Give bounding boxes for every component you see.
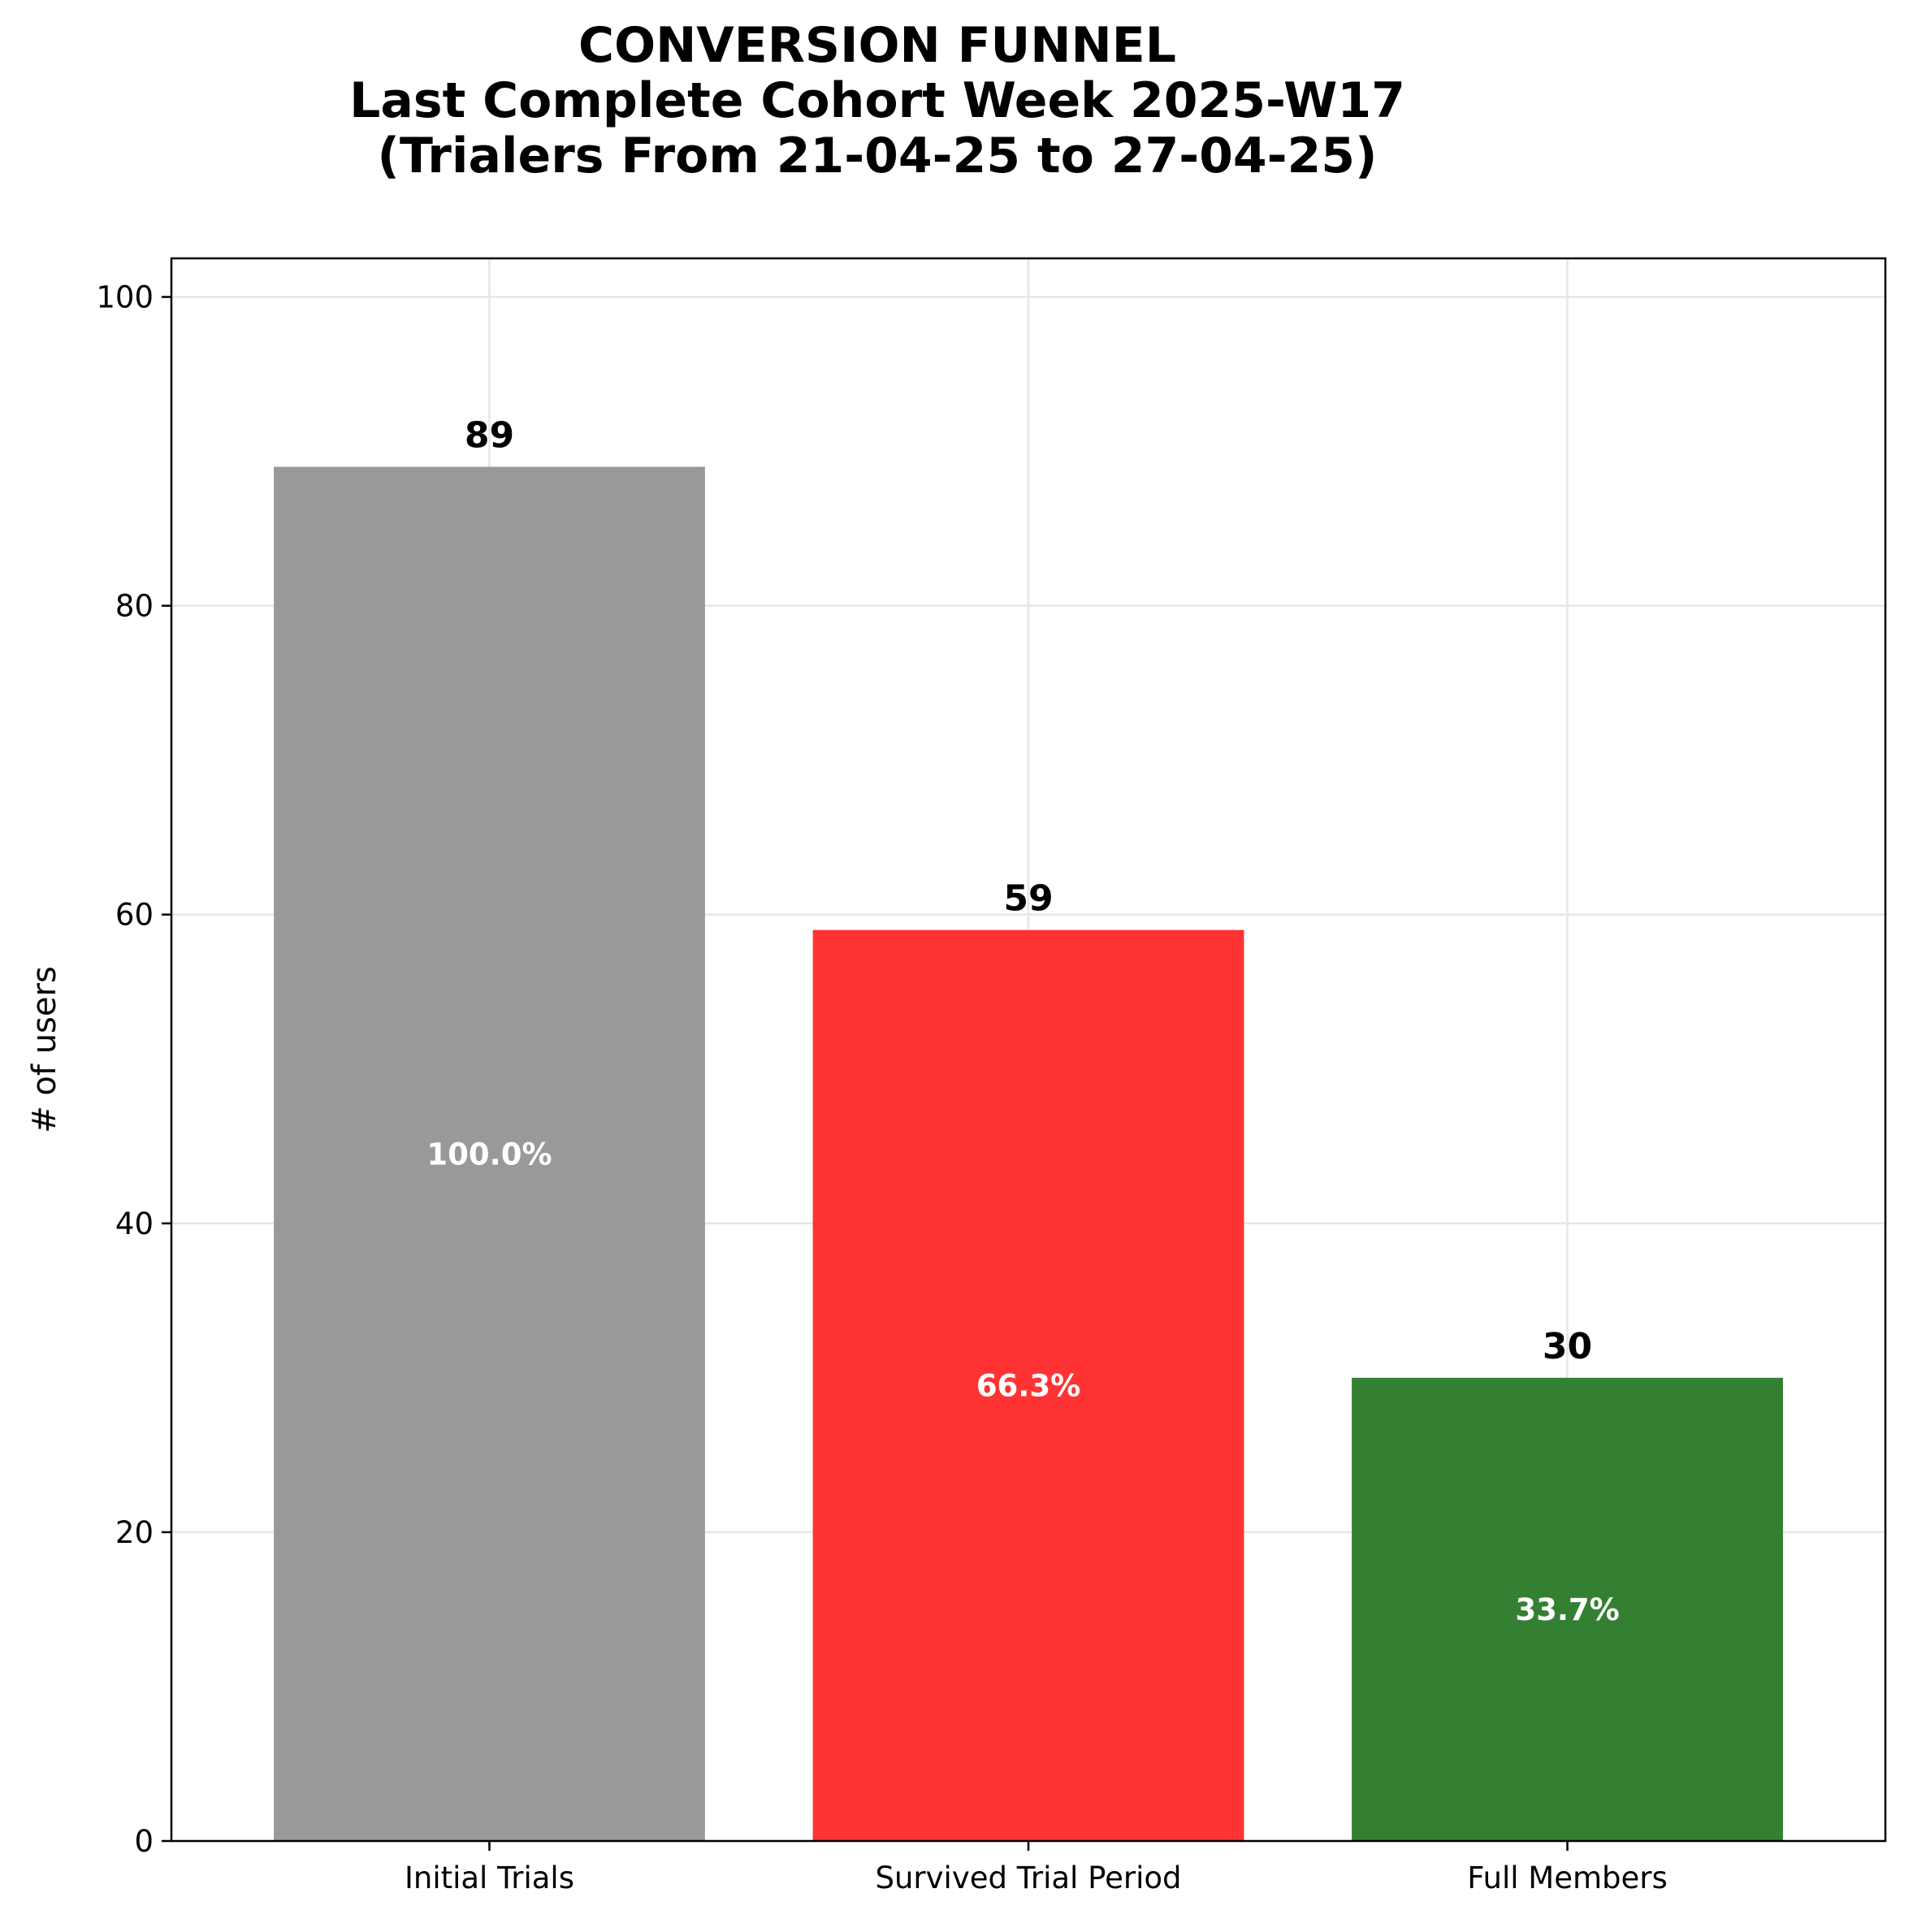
x-tick-label-1: Survived Trial Period [876, 1861, 1182, 1895]
y-axis-label: # of users [26, 966, 63, 1133]
y-tick-label-2: 40 [115, 1206, 154, 1241]
chart-title-line-2: Last Complete Cohort Week 2025-W17 [349, 72, 1405, 129]
x-tick-label-2: Full Members [1467, 1861, 1668, 1895]
y-tick-label-3: 60 [115, 898, 154, 933]
bar-value-label-1: 59 [1003, 878, 1053, 920]
chart-title: CONVERSION FUNNEL Last Complete Cohort W… [0, 18, 1755, 184]
labels-layer: 89 100.0% 59 66.3% 30 33.7% [426, 415, 1619, 1627]
y-tick-label-5: 100 [96, 280, 154, 315]
bar-1 [812, 929, 1244, 1841]
bar-percent-label-2: 33.7% [1515, 1592, 1619, 1627]
bar-value-label-0: 89 [465, 415, 514, 457]
bar-percent-label-0: 100.0% [426, 1137, 552, 1172]
chart-title-line-3: (Trialers From 21-04-25 to 27-04-25) [377, 128, 1378, 184]
bar-percent-label-1: 66.3% [976, 1368, 1080, 1403]
y-tick-label-4: 80 [115, 589, 154, 624]
bar-value-label-2: 30 [1543, 1326, 1592, 1367]
y-tick-label-0: 0 [134, 1824, 154, 1859]
chart-title-line-1: CONVERSION FUNNEL [578, 17, 1176, 74]
x-tick-label-0: Initial Trials [405, 1861, 574, 1895]
bars-layer [274, 466, 1783, 1841]
ticks-layer: 0 20 40 60 80 100 Initial Trials Survived Trial… [96, 280, 1667, 1895]
bar-2 [1352, 1377, 1783, 1841]
bar-0 [274, 466, 705, 1841]
y-tick-label-1: 20 [115, 1515, 154, 1550]
